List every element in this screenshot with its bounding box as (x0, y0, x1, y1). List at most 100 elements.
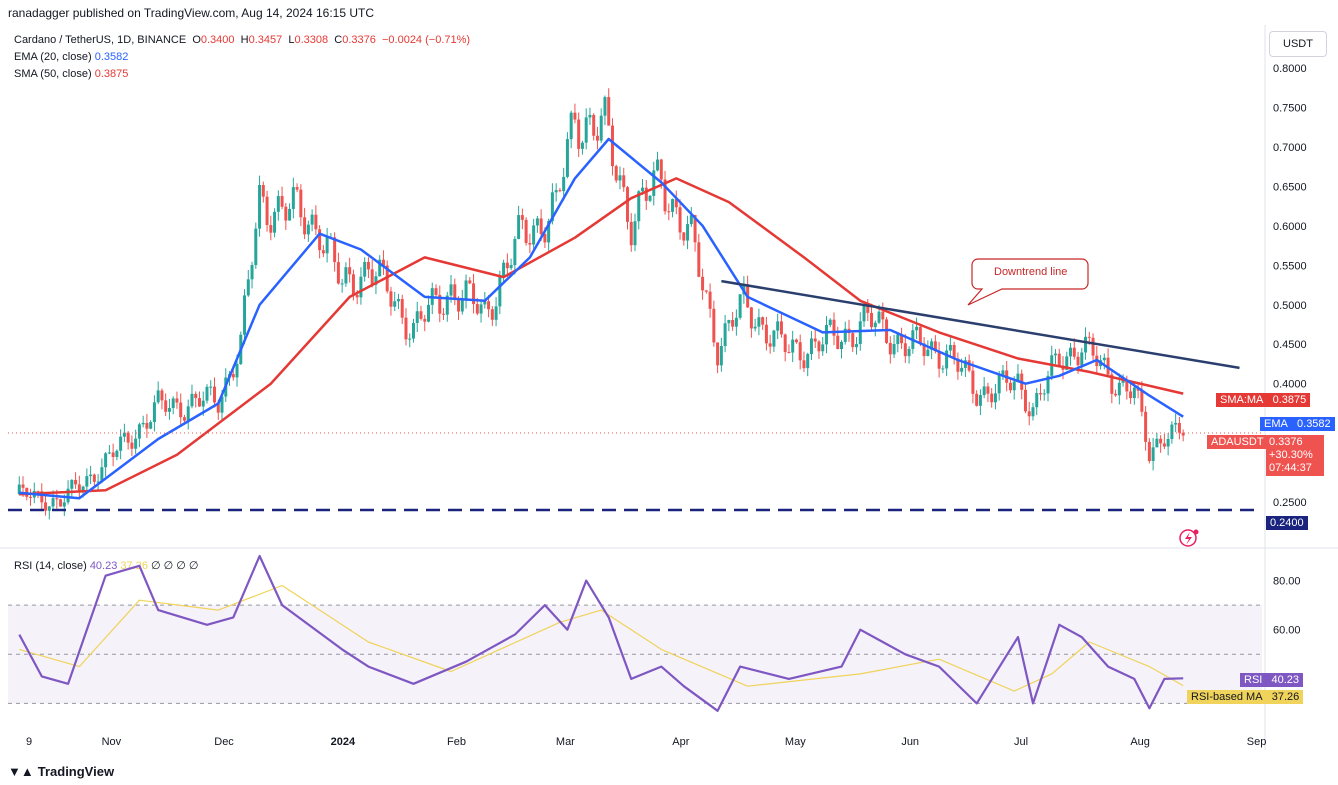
candle-body (1170, 424, 1174, 439)
candle-body (70, 479, 74, 489)
candle-body (134, 438, 138, 449)
candle-body (156, 390, 160, 403)
candle-body (776, 321, 780, 331)
time-axis-tick: Sep (1247, 736, 1267, 748)
time-axis-tick: Nov (102, 736, 122, 748)
candle-body (77, 484, 81, 492)
candle-body (836, 335, 840, 350)
alert-icon[interactable] (1179, 529, 1197, 547)
candle-body (1001, 370, 1005, 375)
candle-body (427, 304, 431, 322)
price-axis-tick: 0.5500 (1273, 260, 1307, 272)
candle-body (817, 341, 821, 352)
time-axis-tick: Apr (672, 736, 689, 748)
candle-body (843, 328, 847, 342)
currency-button[interactable]: USDT (1269, 31, 1327, 57)
candle-body (464, 280, 468, 300)
candle-body (704, 290, 708, 292)
rsi-ma-tag: RSI-based MA 37.26 (1187, 690, 1304, 704)
candle-body (197, 398, 201, 407)
candle-body (29, 496, 33, 498)
candle-body (220, 396, 224, 413)
candle-body (580, 142, 584, 149)
candle-body (1155, 438, 1159, 448)
candle-body (1023, 389, 1027, 412)
candle-body (734, 317, 738, 327)
tradingview-brand[interactable]: ▼▲ TradingView (8, 764, 114, 779)
candle-body (141, 422, 145, 425)
candle-body (408, 338, 412, 340)
candle-body (1177, 422, 1181, 433)
price-tag-box: 0.3376 +30.30% 07:44:37 (1266, 435, 1324, 476)
candle-body (671, 199, 675, 212)
candle-body (652, 170, 656, 196)
candle-body (907, 348, 911, 357)
candle-body (1174, 422, 1178, 425)
candle-body (663, 179, 667, 212)
candle-body (81, 486, 85, 492)
candle-body (400, 299, 404, 318)
legend-sma-label: SMA (50, close) (14, 68, 92, 80)
price-tag-value: 0.3376 (1269, 436, 1303, 448)
candle-body (1091, 337, 1095, 356)
candle-body (299, 189, 303, 218)
price-axis-tick: 0.6500 (1273, 181, 1307, 193)
candle-body (306, 224, 310, 235)
legend-sma-row[interactable]: SMA (50, close) 0.3875 (14, 66, 470, 83)
candle-body (216, 402, 220, 413)
candle-body (291, 187, 295, 209)
candle-body (1076, 356, 1080, 366)
legend-high: 0.3457 (248, 34, 283, 46)
candle-body (119, 436, 123, 451)
candle-body (543, 234, 547, 243)
candle-body (51, 498, 55, 507)
candle-body (1181, 432, 1185, 436)
support-price-tag: 0.2400 (1266, 516, 1308, 530)
candle-body (802, 360, 806, 369)
candle-body (1102, 357, 1106, 361)
candle-body (370, 269, 374, 285)
candle-body (62, 502, 66, 507)
candle-body (618, 175, 622, 181)
annotation-callout[interactable] (967, 258, 1089, 306)
price-tag-symbol: ADAUSDT (1207, 435, 1268, 449)
candle-body (610, 125, 614, 167)
candle-body (851, 333, 855, 348)
candle-body (472, 283, 476, 305)
rsi-ma-tag-value: 37.26 (1271, 691, 1300, 703)
candle-body (648, 195, 652, 201)
candle-body (265, 196, 269, 226)
price-tag-countdown: 07:44:37 (1269, 462, 1312, 474)
candle-body (1057, 353, 1061, 366)
candle-body (468, 280, 472, 284)
legend-symbol[interactable]: Cardano / TetherUS, 1D, BINANCE (14, 34, 187, 46)
candle-body (896, 334, 900, 345)
candle-body (1042, 393, 1046, 395)
candle-body (577, 119, 581, 149)
candle-body (348, 267, 352, 275)
candle-body (171, 398, 175, 409)
candle-body (1035, 393, 1039, 408)
candle-body (1027, 411, 1031, 417)
candle-body (1114, 393, 1118, 396)
candle-body (160, 390, 164, 401)
candle-body (667, 211, 671, 213)
candle-body (768, 343, 772, 347)
ema-price-tag: EMA 0.3582 (1260, 417, 1335, 431)
rsi-ma-tag-label: RSI-based MA (1191, 691, 1263, 703)
candle-body (858, 321, 862, 345)
candle-body (164, 400, 168, 412)
candle-body (584, 117, 588, 143)
candle-body (479, 304, 483, 314)
candle-body (794, 339, 798, 343)
candle-body (982, 386, 986, 396)
legend-ema-row[interactable]: EMA (20, close) 0.3582 (14, 49, 470, 66)
legend-close: 0.3376 (342, 34, 376, 46)
candle-body (761, 317, 765, 325)
candle-body (888, 342, 892, 355)
candle-body (378, 259, 382, 277)
candle-body (941, 368, 945, 370)
candle-body (930, 341, 934, 350)
candle-body (881, 311, 885, 320)
